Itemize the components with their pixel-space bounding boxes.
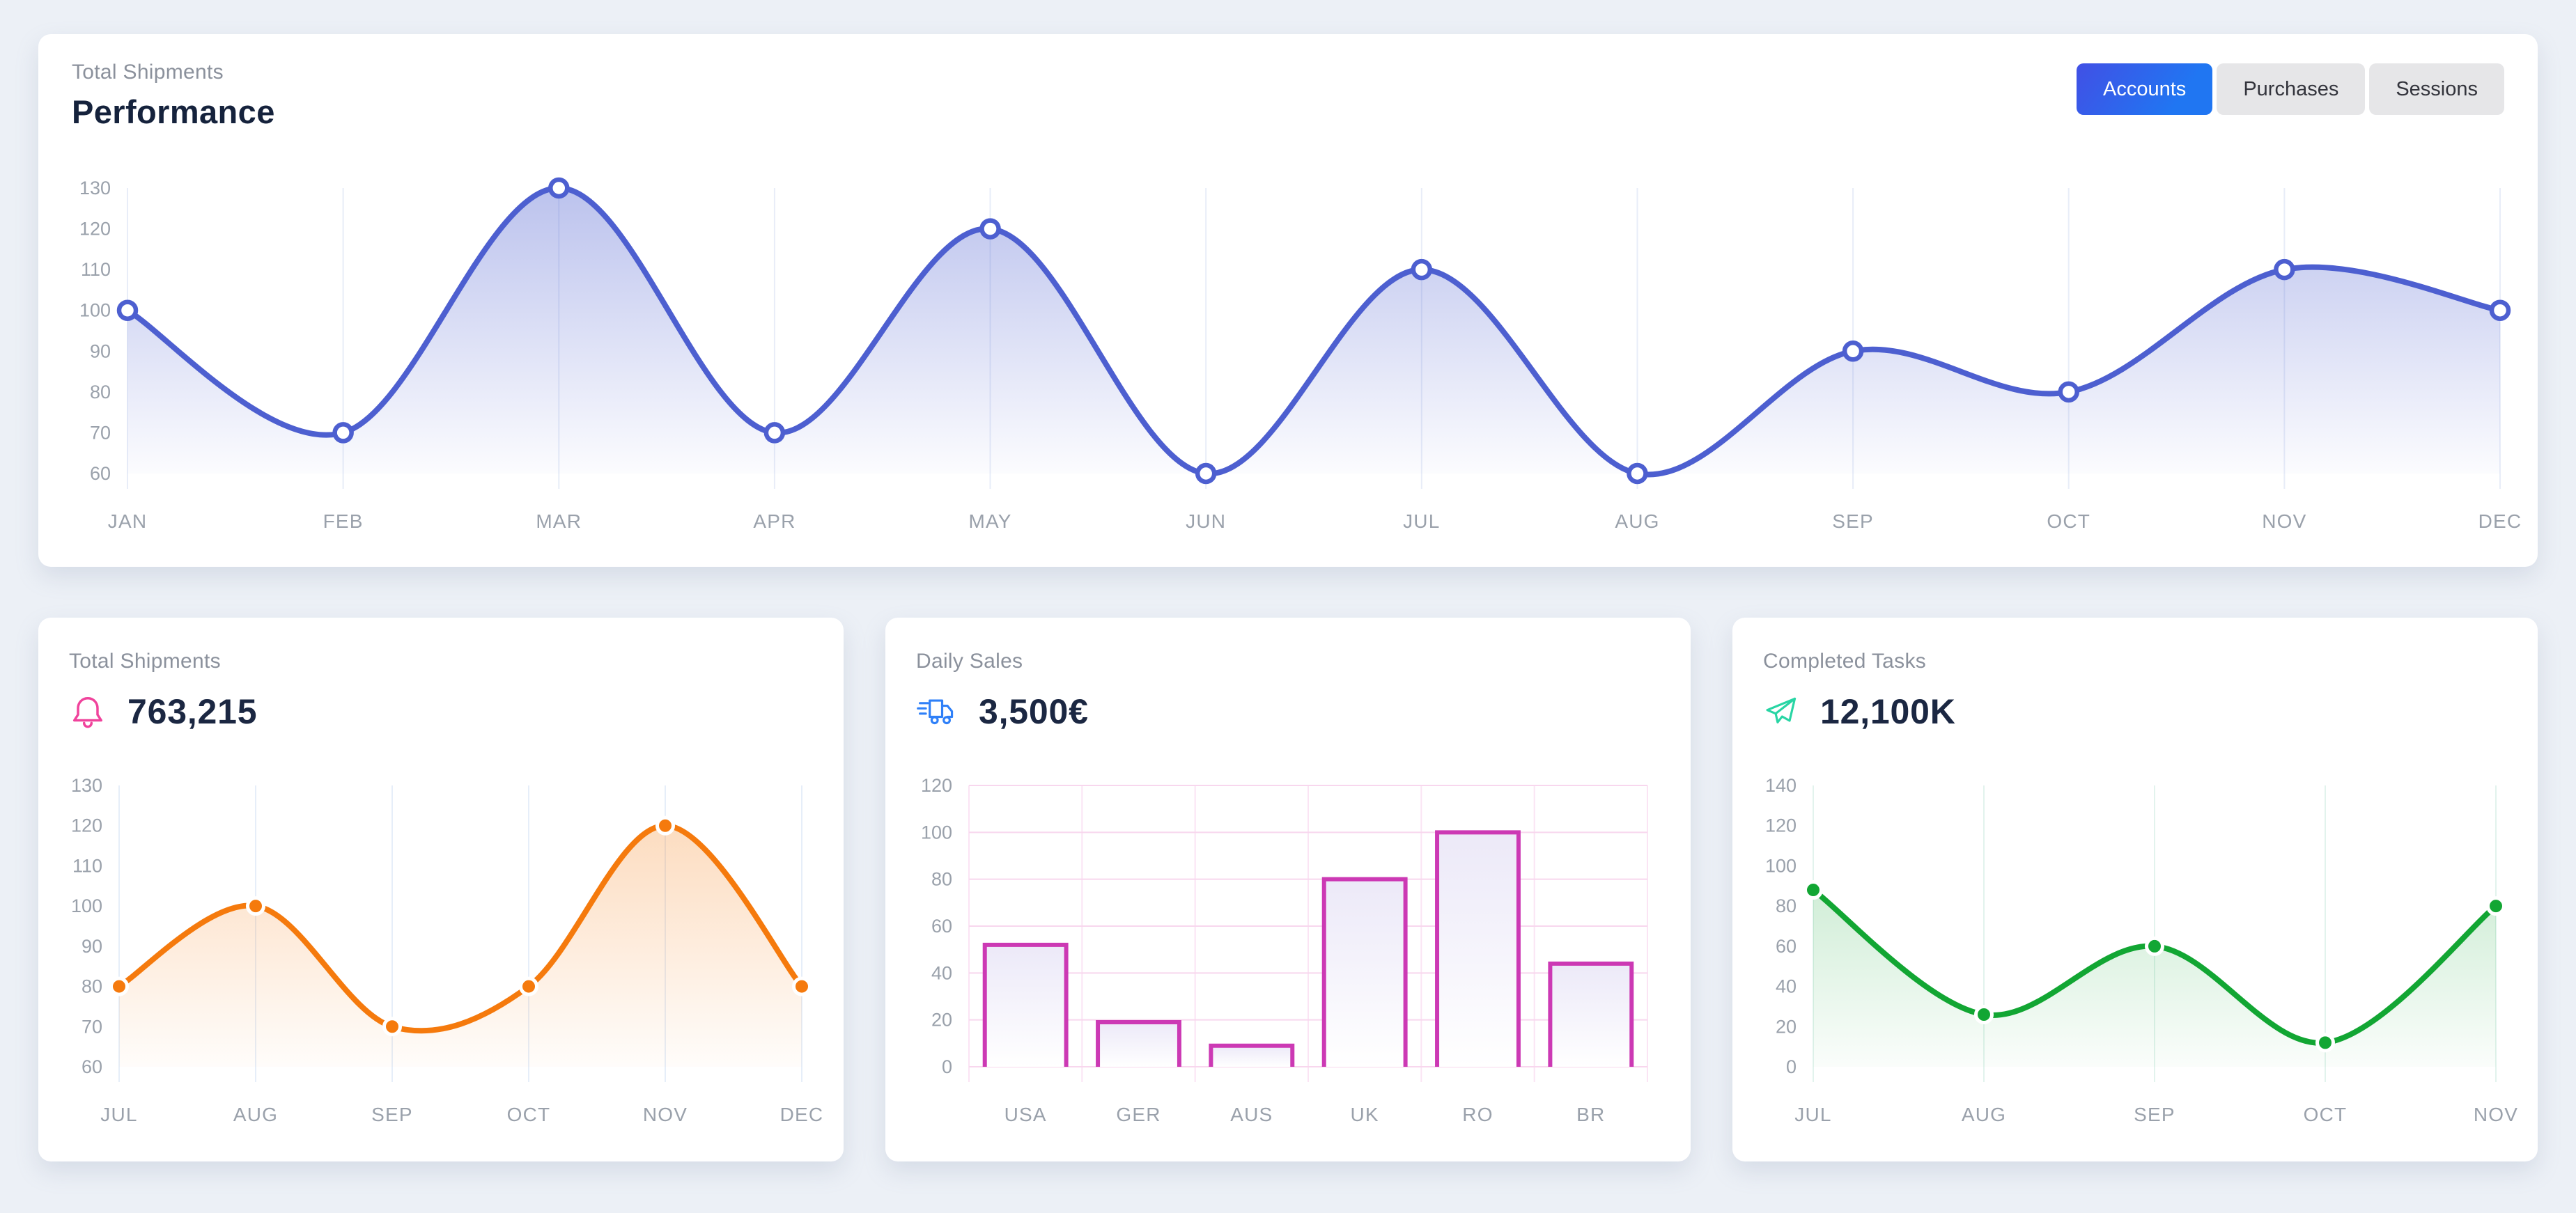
bell-icon bbox=[72, 696, 103, 728]
svg-text:NOV: NOV bbox=[2474, 1104, 2518, 1125]
svg-text:110: 110 bbox=[81, 259, 111, 280]
svg-text:80: 80 bbox=[931, 869, 952, 890]
svg-text:110: 110 bbox=[72, 855, 102, 876]
daily-sales-label: Daily Sales bbox=[916, 650, 1023, 673]
svg-text:JAN: JAN bbox=[108, 510, 148, 532]
svg-text:UK: UK bbox=[1351, 1104, 1379, 1125]
svg-text:100: 100 bbox=[79, 300, 111, 321]
daily-sales-card: Daily Sales 3,500€ 0 20 40 60 80 100 120 USA GER… bbox=[885, 618, 1691, 1161]
svg-text:120: 120 bbox=[79, 219, 111, 240]
svg-text:MAY: MAY bbox=[968, 510, 1011, 532]
svg-text:20: 20 bbox=[931, 1010, 952, 1031]
svg-text:0: 0 bbox=[1786, 1056, 1797, 1077]
page-title: Performance bbox=[72, 93, 275, 130]
svg-text:40: 40 bbox=[1776, 976, 1797, 997]
svg-text:70: 70 bbox=[82, 1016, 102, 1037]
performance-card-label: Total Shipments bbox=[72, 61, 224, 84]
svg-text:40: 40 bbox=[931, 962, 952, 983]
svg-text:130: 130 bbox=[79, 178, 111, 198]
stat-cards-row: Total Shipments 763,215 60 70 80 90 100 110 12… bbox=[38, 618, 2538, 1161]
completed-tasks-value: 12,100K bbox=[1820, 692, 1956, 731]
svg-text:RO: RO bbox=[1462, 1104, 1493, 1125]
svg-text:APR: APR bbox=[753, 510, 796, 532]
svg-text:60: 60 bbox=[90, 463, 111, 484]
paper-plane-icon bbox=[1766, 697, 1797, 723]
svg-text:70: 70 bbox=[90, 422, 111, 443]
svg-text:0: 0 bbox=[942, 1056, 952, 1077]
accounts-button[interactable]: Accounts bbox=[2077, 63, 2213, 115]
completed-tasks-label: Completed Tasks bbox=[1763, 650, 1927, 673]
shipments-mini-line-chart: 60 70 80 90 100 110 120 130 JUL AUG SEP OCT NOV DEC bbox=[71, 775, 823, 1125]
svg-text:DEC: DEC bbox=[2478, 510, 2522, 532]
svg-text:OCT: OCT bbox=[507, 1104, 551, 1125]
performance-line-chart: 60 70 80 90 100 110 120 130 JAN FEB MAR APR MAY JUN JU… bbox=[79, 177, 2521, 532]
svg-text:100: 100 bbox=[1765, 855, 1797, 876]
svg-text:JUL: JUL bbox=[1403, 510, 1440, 532]
daily-sales-value: 3,500€ bbox=[979, 692, 1089, 731]
svg-text:DEC: DEC bbox=[780, 1104, 824, 1125]
svg-text:FEB: FEB bbox=[323, 510, 364, 532]
svg-text:SEP: SEP bbox=[371, 1104, 413, 1125]
daily-sales-bar-chart: 0 20 40 60 80 100 120 USA GER AUS UK RO BR bbox=[921, 775, 1648, 1125]
svg-text:60: 60 bbox=[1776, 936, 1797, 957]
svg-text:AUG: AUG bbox=[233, 1104, 278, 1125]
total-shipments-card: Total Shipments 763,215 60 70 80 90 100 110 12… bbox=[38, 618, 844, 1161]
completed-tasks-card: Completed Tasks 12,100K 0 20 40 60 80 100 120 1… bbox=[1732, 618, 2538, 1161]
svg-text:20: 20 bbox=[1776, 1016, 1797, 1037]
svg-text:AUG: AUG bbox=[1615, 510, 1659, 532]
svg-text:80: 80 bbox=[90, 382, 111, 402]
purchases-button[interactable]: Purchases bbox=[2217, 63, 2366, 115]
svg-text:NOV: NOV bbox=[2262, 510, 2306, 532]
svg-text:90: 90 bbox=[90, 341, 111, 361]
svg-text:SEP: SEP bbox=[1832, 510, 1874, 532]
svg-text:AUS: AUS bbox=[1230, 1104, 1273, 1125]
svg-text:80: 80 bbox=[82, 976, 102, 997]
svg-text:JUN: JUN bbox=[1186, 510, 1226, 532]
shipping-truck-icon bbox=[917, 699, 954, 725]
svg-text:USA: USA bbox=[1004, 1104, 1047, 1125]
svg-text:SEP: SEP bbox=[2134, 1104, 2175, 1125]
svg-text:120: 120 bbox=[1765, 815, 1797, 836]
svg-text:OCT: OCT bbox=[2047, 510, 2090, 532]
svg-text:BR: BR bbox=[1576, 1104, 1605, 1125]
svg-text:JUL: JUL bbox=[100, 1104, 137, 1125]
completed-tasks-value-row: 12,100K bbox=[1763, 691, 2507, 732]
svg-text:120: 120 bbox=[921, 775, 952, 796]
svg-text:120: 120 bbox=[71, 815, 102, 836]
svg-text:JUL: JUL bbox=[1794, 1104, 1831, 1125]
completed-tasks-line-chart: 0 20 40 60 80 100 120 140 JUL AUG SEP OCT NOV bbox=[1765, 775, 2517, 1125]
svg-text:100: 100 bbox=[921, 822, 952, 843]
chart-toggle-group: Accounts Purchases Sessions bbox=[2077, 63, 2504, 115]
svg-text:90: 90 bbox=[82, 936, 102, 957]
total-shipments-value-row: 763,215 bbox=[69, 691, 813, 732]
svg-text:NOV: NOV bbox=[643, 1104, 688, 1125]
svg-text:80: 80 bbox=[1776, 895, 1797, 916]
dashboard: Total Shipments Performance Accounts Pur… bbox=[38, 34, 2538, 1161]
svg-text:AUG: AUG bbox=[1962, 1104, 2006, 1125]
svg-text:60: 60 bbox=[82, 1056, 102, 1077]
svg-text:140: 140 bbox=[1765, 775, 1797, 796]
svg-text:MAR: MAR bbox=[536, 510, 582, 532]
svg-text:GER: GER bbox=[1116, 1104, 1161, 1125]
svg-text:130: 130 bbox=[71, 775, 102, 796]
daily-sales-value-row: 3,500€ bbox=[916, 691, 1660, 732]
total-shipments-value: 763,215 bbox=[127, 692, 258, 731]
performance-card: Total Shipments Performance Accounts Pur… bbox=[38, 34, 2538, 567]
svg-text:60: 60 bbox=[931, 916, 952, 937]
svg-text:OCT: OCT bbox=[2304, 1104, 2348, 1125]
sessions-button[interactable]: Sessions bbox=[2369, 63, 2504, 115]
total-shipments-label: Total Shipments bbox=[69, 650, 221, 673]
svg-text:100: 100 bbox=[71, 895, 102, 916]
